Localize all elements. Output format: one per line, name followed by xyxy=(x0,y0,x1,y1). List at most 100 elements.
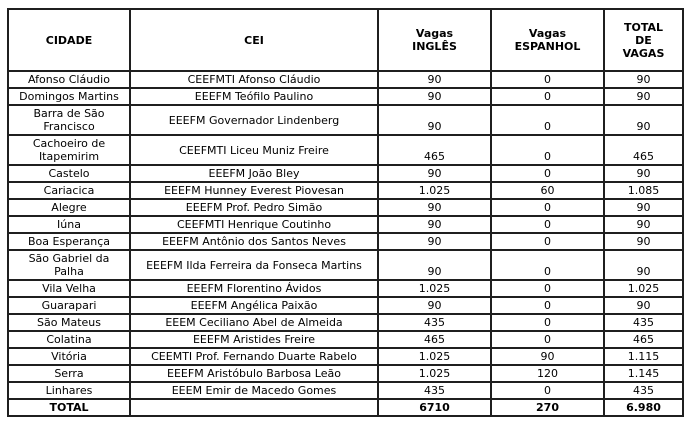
cell-cei: CEEMTI Prof. Fernando Duarte Rabelo xyxy=(130,348,378,365)
cell-total-de-vagas: 435 xyxy=(604,314,683,331)
cell-cidade: Colatina xyxy=(8,331,130,348)
table-row: Alegre EEEFM Prof. Pedro Simão 90 0 90 xyxy=(8,199,683,216)
cell-total-de-vagas: 465 xyxy=(604,135,683,165)
cell-cidade: Guarapari xyxy=(8,297,130,314)
cell-total-de-vagas: 90 xyxy=(604,105,683,135)
cell-vagas-ingles: 435 xyxy=(378,382,491,399)
table-row: Guarapari EEEFM Angélica Paixão 90 0 90 xyxy=(8,297,683,314)
cell-vagas-ingles: 90 xyxy=(378,165,491,182)
table-row: Colatina EEEFM Aristides Freire 465 0 465 xyxy=(8,331,683,348)
cell-vagas-espanhol: 0 xyxy=(491,216,604,233)
cell-vagas-ingles: 90 xyxy=(378,250,491,280)
cell-vagas-ingles: 1.025 xyxy=(378,280,491,297)
cell-cei: EEEFM Prof. Pedro Simão xyxy=(130,199,378,216)
table-row: Cariacica EEEFM Hunney Everest Piovesan 1.… xyxy=(8,182,683,199)
cell-cei: EEEFM Angélica Paixão xyxy=(130,297,378,314)
cell-vagas-espanhol: 120 xyxy=(491,365,604,382)
cell-total-de-vagas: 1.115 xyxy=(604,348,683,365)
table-row: Vila Velha EEEFM Florentino Ávidos 1.025 0 1… xyxy=(8,280,683,297)
cell-vagas-ingles: 90 xyxy=(378,233,491,250)
cell-cidade: Castelo xyxy=(8,165,130,182)
cell-total-de-vagas: 90 xyxy=(604,250,683,280)
cell-cei: EEEFM Teófilo Paulino xyxy=(130,88,378,105)
table-row: Iúna CEEFMTI Henrique Coutinho 90 0 90 xyxy=(8,216,683,233)
cell-cidade: São Mateus xyxy=(8,314,130,331)
cell-vagas-espanhol: 0 xyxy=(491,297,604,314)
cell-vagas-ingles: 90 xyxy=(378,71,491,88)
cell-total-de-vagas: 1.145 xyxy=(604,365,683,382)
cell-cidade: Boa Esperança xyxy=(8,233,130,250)
total-row: TOTAL 6710 270 6.980 xyxy=(8,399,683,416)
table-row: Boa Esperança EEEFM Antônio dos Santos Ne… xyxy=(8,233,683,250)
cell-cidade: Domingos Martins xyxy=(8,88,130,105)
col-header-vagas-ingles: Vagas INGLÊS xyxy=(378,9,491,71)
table-row: Cachoeiro de Itapemirim CEEFMTI Liceu Mun… xyxy=(8,135,683,165)
cell-cei xyxy=(130,399,378,416)
table-row: Domingos Martins EEEFM Teófilo Paulino 90 0… xyxy=(8,88,683,105)
cell-cidade: TOTAL xyxy=(8,399,130,416)
table-row: Linhares EEEM Emir de Macedo Gomes 435 0 435 xyxy=(8,382,683,399)
cell-cei: CEEFMTI Henrique Coutinho xyxy=(130,216,378,233)
cell-cidade: Cariacica xyxy=(8,182,130,199)
cell-vagas-ingles: 6710 xyxy=(378,399,491,416)
cell-cei: EEEFM João Bley xyxy=(130,165,378,182)
cell-total-de-vagas: 90 xyxy=(604,216,683,233)
vacancies-table: CIDADE CEI Vagas INGLÊS Vagas ESPANHOL T… xyxy=(7,8,684,417)
cell-total-de-vagas: 90 xyxy=(604,199,683,216)
table-header: CIDADE CEI Vagas INGLÊS Vagas ESPANHOL T… xyxy=(8,9,683,71)
cell-cei: EEEM Emir de Macedo Gomes xyxy=(130,382,378,399)
col-header-vagas-espanhol: Vagas ESPANHOL xyxy=(491,9,604,71)
cell-cidade: Iúna xyxy=(8,216,130,233)
table-row: São Mateus EEEM Ceciliano Abel de Almeida… xyxy=(8,314,683,331)
cell-vagas-espanhol: 0 xyxy=(491,382,604,399)
table-row: São Gabriel da Palha EEEFM Ilda Ferreira … xyxy=(8,250,683,280)
cell-vagas-ingles: 465 xyxy=(378,331,491,348)
cell-vagas-ingles: 1.025 xyxy=(378,365,491,382)
cell-vagas-ingles: 90 xyxy=(378,105,491,135)
header-row: CIDADE CEI Vagas INGLÊS Vagas ESPANHOL T… xyxy=(8,9,683,71)
cell-cei: EEEFM Antônio dos Santos Neves xyxy=(130,233,378,250)
cell-vagas-ingles: 465 xyxy=(378,135,491,165)
table-row: Serra EEEFM Aristóbulo Barbosa Leão 1.025 1… xyxy=(8,365,683,382)
table-row: Castelo EEEFM João Bley 90 0 90 xyxy=(8,165,683,182)
cell-cei: CEEFMTI Afonso Cláudio xyxy=(130,71,378,88)
cell-cidade: Linhares xyxy=(8,382,130,399)
cell-cei: CEEFMTI Liceu Muniz Freire xyxy=(130,135,378,165)
cell-total-de-vagas: 6.980 xyxy=(604,399,683,416)
table-row: Vitória CEEMTI Prof. Fernando Duarte Rabe… xyxy=(8,348,683,365)
cell-cei: EEEFM Ilda Ferreira da Fonseca Martins xyxy=(130,250,378,280)
cell-vagas-espanhol: 0 xyxy=(491,71,604,88)
cell-cei: EEEFM Aristóbulo Barbosa Leão xyxy=(130,365,378,382)
cell-vagas-espanhol: 0 xyxy=(491,233,604,250)
cell-cei: EEEFM Florentino Ávidos xyxy=(130,280,378,297)
cell-vagas-ingles: 90 xyxy=(378,199,491,216)
cell-cidade: Vila Velha xyxy=(8,280,130,297)
cell-total-de-vagas: 90 xyxy=(604,165,683,182)
cell-cidade: São Gabriel da Palha xyxy=(8,250,130,280)
cell-cei: EEEFM Governador Lindenberg xyxy=(130,105,378,135)
cell-total-de-vagas: 90 xyxy=(604,71,683,88)
cell-vagas-espanhol: 90 xyxy=(491,348,604,365)
table-row: Afonso Cláudio CEEFMTI Afonso Cláudio 90 0 9… xyxy=(8,71,683,88)
cell-cidade: Alegre xyxy=(8,199,130,216)
cell-cidade: Vitória xyxy=(8,348,130,365)
cell-vagas-ingles: 1.025 xyxy=(378,348,491,365)
cell-cei: EEEFM Aristides Freire xyxy=(130,331,378,348)
col-header-cidade: CIDADE xyxy=(8,9,130,71)
cell-cidade: Barra de São Francisco xyxy=(8,105,130,135)
col-header-cei: CEI xyxy=(130,9,378,71)
table-body: Afonso Cláudio CEEFMTI Afonso Cláudio 90 0 9… xyxy=(8,71,683,416)
cell-vagas-espanhol: 0 xyxy=(491,165,604,182)
cell-vagas-espanhol: 0 xyxy=(491,105,604,135)
cell-total-de-vagas: 90 xyxy=(604,233,683,250)
cell-vagas-espanhol: 0 xyxy=(491,135,604,165)
cell-vagas-espanhol: 0 xyxy=(491,331,604,348)
cell-cei: EEEM Ceciliano Abel de Almeida xyxy=(130,314,378,331)
cell-vagas-espanhol: 0 xyxy=(491,250,604,280)
cell-vagas-espanhol: 0 xyxy=(491,280,604,297)
cell-vagas-espanhol: 0 xyxy=(491,88,604,105)
cell-cidade: Serra xyxy=(8,365,130,382)
cell-cei: EEEFM Hunney Everest Piovesan xyxy=(130,182,378,199)
cell-total-de-vagas: 465 xyxy=(604,331,683,348)
